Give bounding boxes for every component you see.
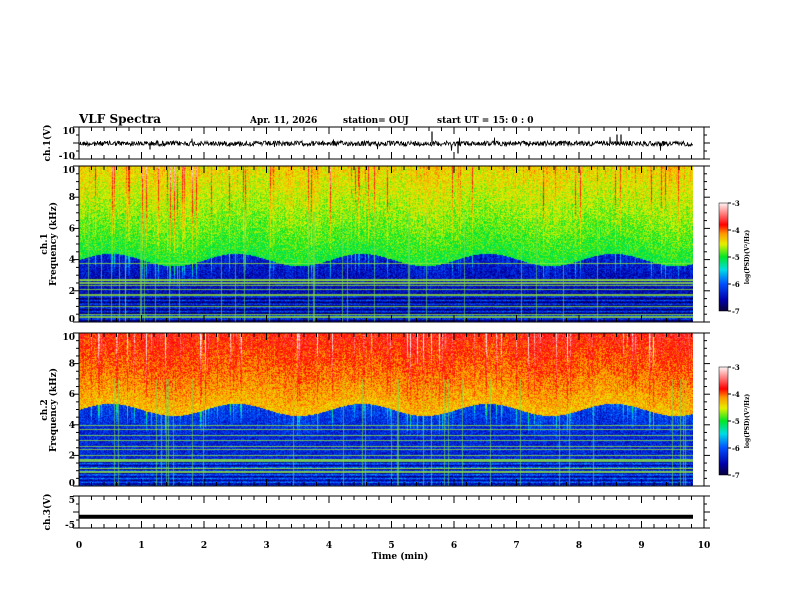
ch1-spec-ylabel-line1: ch.1 (40, 233, 50, 254)
colorbar-tick-label: -4 (732, 390, 740, 399)
x-tick-label: 5 (388, 541, 394, 551)
colorbar-frame (718, 366, 729, 476)
y-tick-label: 8 (69, 360, 75, 370)
x-tick-label: 0 (76, 541, 82, 551)
x-tick-label: 8 (576, 541, 582, 551)
y-tick-label: 6 (69, 390, 75, 400)
station-label: station= OUJ (343, 116, 409, 126)
x-tick-label: 6 (451, 541, 457, 551)
y-tick-label: -10 (59, 152, 75, 162)
colorbar-ch2-label: log(PSD)(V²/Hz) (744, 394, 751, 449)
start-time-label: start UT = 15: 0 : 0 (437, 116, 534, 126)
x-tick-label: 1 (138, 541, 144, 551)
x-tick-label: 7 (513, 541, 519, 551)
y-tick-label: 2 (69, 451, 75, 461)
ch2-spec-ylabel-line2: Frequency (kHz) (48, 368, 59, 452)
ch1-spectrogram (79, 166, 693, 322)
colorbar-ch2 (719, 367, 728, 475)
panel-frame (78, 332, 705, 487)
colorbar-tick-label: -6 (732, 280, 740, 289)
x-tick-label: 9 (638, 541, 644, 551)
ch1-ylabel: ch.1(V) (42, 125, 53, 162)
ch1-waveform-line (78, 136, 693, 151)
colorbar-frame (718, 202, 729, 312)
x-tick-label: 4 (326, 541, 332, 551)
y-tick-label: 0 (69, 479, 75, 489)
x-tick-label: 10 (698, 541, 711, 551)
y-tick-label: -5 (65, 521, 75, 531)
y-tick-label: 10 (62, 333, 75, 343)
panel-frame (78, 165, 705, 323)
ch2-spectrogram (79, 333, 693, 486)
y-tick-label: 10 (62, 127, 75, 137)
colorbar-tick-label: -7 (732, 307, 740, 316)
date-label: Apr. 11, 2026 (249, 116, 317, 126)
y-tick-label: 0 (69, 315, 75, 325)
y-tick-label: 6 (69, 224, 75, 234)
y-tick-label: 5 (69, 496, 75, 506)
colorbar-tick-label: -5 (732, 253, 740, 262)
ch2-spec-ylabel-line1: ch.2 (40, 399, 50, 420)
plot-title: VLF Spectra (78, 112, 161, 126)
y-tick-label: 8 (69, 193, 75, 203)
y-tick-label: 4 (69, 421, 75, 431)
y-tick-label: 2 (69, 287, 75, 297)
colorbar-tick-label: -6 (732, 444, 740, 453)
colorbar-ch1-label: log(PSD)(V²/Hz) (744, 230, 751, 285)
colorbar-tick-label: -7 (732, 471, 740, 480)
x-axis-label: Time (min) (372, 551, 429, 562)
ch3-ylabel: ch.3(V) (42, 494, 53, 531)
colorbar-tick-label: -5 (732, 417, 740, 426)
colorbar-tick-label: -4 (732, 226, 740, 235)
ch1-spec-ylabel-line2: Frequency (kHz) (48, 202, 59, 286)
x-tick-label: 3 (263, 541, 269, 551)
y-tick-label: 4 (69, 256, 75, 266)
colorbar-ch1 (719, 203, 728, 311)
colorbar-tick-label: -3 (732, 363, 740, 372)
colorbar-tick-label: -3 (732, 199, 740, 208)
x-tick-label: 2 (201, 541, 207, 551)
y-tick-label: 10 (62, 166, 75, 176)
